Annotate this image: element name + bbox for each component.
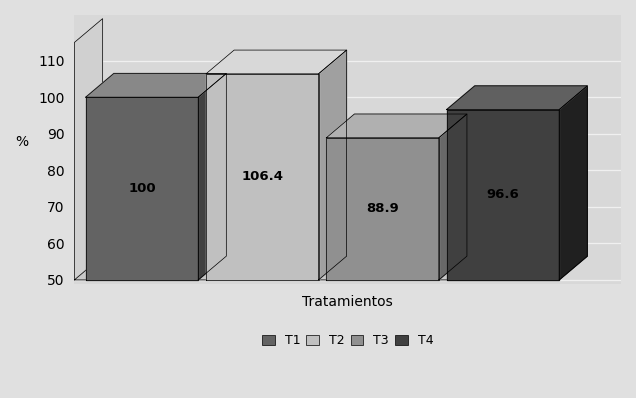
Polygon shape xyxy=(74,256,587,280)
Polygon shape xyxy=(446,86,587,109)
X-axis label: Tratamientos: Tratamientos xyxy=(302,295,393,309)
Polygon shape xyxy=(86,74,226,97)
Polygon shape xyxy=(198,74,226,280)
Polygon shape xyxy=(439,114,467,280)
Text: 88.9: 88.9 xyxy=(366,202,399,215)
Legend: T1, T2, T3, T4: T1, T2, T3, T4 xyxy=(257,330,438,353)
Polygon shape xyxy=(319,50,347,280)
Polygon shape xyxy=(206,74,319,280)
Text: 106.4: 106.4 xyxy=(241,170,283,183)
Polygon shape xyxy=(206,50,347,74)
Text: 100: 100 xyxy=(128,182,156,195)
Polygon shape xyxy=(446,109,559,280)
Text: 96.6: 96.6 xyxy=(487,188,519,201)
Polygon shape xyxy=(86,97,198,280)
Polygon shape xyxy=(326,114,467,138)
Polygon shape xyxy=(559,86,587,280)
Polygon shape xyxy=(326,138,439,280)
Polygon shape xyxy=(74,19,102,280)
Y-axis label: %: % xyxy=(15,135,28,149)
